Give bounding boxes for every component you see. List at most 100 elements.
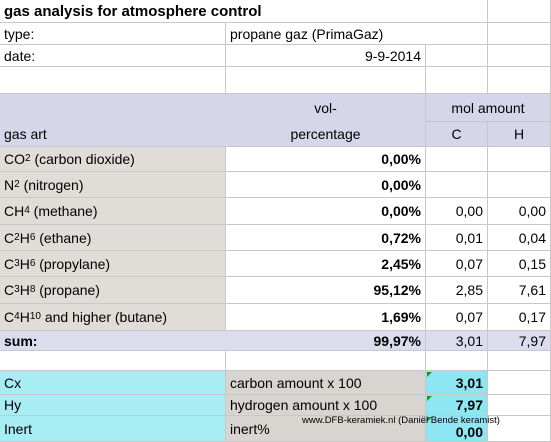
summary-value[interactable]: 3,01 bbox=[426, 371, 488, 395]
cell-empty[interactable] bbox=[426, 0, 488, 23]
gas-mol-c[interactable]: 0,07 bbox=[426, 304, 488, 331]
summary-label[interactable]: Hy bbox=[0, 395, 226, 416]
gas-mol-h[interactable]: 0,17 bbox=[488, 304, 551, 331]
watermark: www.DFB-keramiek.nl (Daniël Bende kerami… bbox=[302, 415, 500, 426]
header-mol-amount[interactable]: mol amount bbox=[426, 94, 551, 122]
gas-name-text: H bbox=[19, 255, 30, 272]
gas-name-text: (methane) bbox=[29, 203, 98, 219]
cell-empty[interactable] bbox=[488, 351, 551, 371]
table-row: C 4 H 10 and higher (butane) 1,69% 0,07 0,17 bbox=[0, 304, 551, 331]
gas-name-text: H bbox=[19, 309, 30, 325]
header-h[interactable]: H bbox=[488, 122, 551, 147]
table-row: CH 4 (methane) 0,00% 0,00 0,00 bbox=[0, 198, 551, 225]
gas-mol-h[interactable]: 0,04 bbox=[488, 225, 551, 251]
type-value[interactable]: propane gaz (PrimaGaz) bbox=[226, 23, 426, 45]
cell-comment-marker-icon bbox=[427, 417, 432, 422]
gas-mol-c[interactable]: 0,00 bbox=[426, 198, 488, 225]
sheet-title[interactable]: gas analysis for atmosphere control bbox=[0, 0, 426, 23]
gas-mol-h[interactable]: 7,61 bbox=[488, 277, 551, 304]
header-vol[interactable]: vol- bbox=[226, 94, 426, 122]
spacer-row bbox=[0, 67, 551, 94]
cell-comment-marker-icon bbox=[427, 372, 432, 377]
cell-empty[interactable] bbox=[0, 351, 226, 371]
cell-empty[interactable] bbox=[488, 67, 551, 94]
cell-empty[interactable] bbox=[426, 23, 488, 45]
header-row-1: vol- mol amount bbox=[0, 94, 551, 122]
type-row: type: propane gaz (PrimaGaz) bbox=[0, 23, 551, 45]
cell-empty[interactable] bbox=[426, 67, 488, 94]
gas-name-text: C bbox=[4, 255, 15, 272]
date-value[interactable]: 9-9-2014 bbox=[226, 45, 426, 67]
summary-label[interactable]: Inert bbox=[0, 416, 226, 442]
cell-empty[interactable] bbox=[226, 67, 426, 94]
date-label[interactable]: date: bbox=[0, 45, 226, 67]
title-row: gas analysis for atmosphere control bbox=[0, 0, 551, 23]
cell-empty[interactable] bbox=[488, 0, 551, 23]
gas-mol-h[interactable] bbox=[488, 147, 551, 172]
sum-c[interactable]: 3,01 bbox=[426, 331, 488, 351]
table-row: CO 2 (carbon dioxide) 0,00% bbox=[0, 147, 551, 172]
gas-name-text: CH bbox=[4, 203, 25, 219]
cell-empty[interactable] bbox=[426, 45, 488, 67]
gas-name-text: (propane) bbox=[35, 282, 100, 298]
gas-mol-c[interactable] bbox=[426, 147, 488, 172]
gas-mol-h[interactable]: 0,15 bbox=[488, 251, 551, 277]
gas-name-cell[interactable]: C 4 H 10 and higher (butane) bbox=[0, 304, 226, 331]
summary-row-cx: Cx carbon amount x 100 3,01 bbox=[0, 371, 551, 395]
cell-empty[interactable] bbox=[0, 67, 226, 94]
summary-desc[interactable]: hydrogen amount x 100 bbox=[226, 395, 426, 416]
summary-desc[interactable]: carbon amount x 100 bbox=[226, 371, 426, 395]
gas-vol-percentage[interactable]: 0,00% bbox=[226, 147, 426, 172]
cell-comment-marker-icon bbox=[427, 396, 432, 401]
gas-name-text: (propylane) bbox=[35, 255, 111, 272]
cell-empty[interactable] bbox=[488, 45, 551, 67]
cell-empty[interactable] bbox=[226, 351, 426, 371]
gas-name-text: H bbox=[19, 282, 30, 298]
header-c[interactable]: C bbox=[426, 122, 488, 147]
gas-mol-c[interactable]: 2,85 bbox=[426, 277, 488, 304]
gas-name-text: (ethane) bbox=[35, 229, 92, 246]
gas-name-text: and higher (butane) bbox=[40, 309, 168, 325]
sum-label[interactable]: sum: bbox=[0, 331, 226, 351]
cell-empty[interactable] bbox=[488, 371, 551, 395]
cell-empty[interactable] bbox=[426, 351, 488, 371]
gas-name-text: C bbox=[4, 229, 15, 246]
cell-empty[interactable] bbox=[488, 395, 551, 416]
gas-vol-percentage[interactable]: 1,69% bbox=[226, 304, 426, 331]
summary-label[interactable]: Cx bbox=[0, 371, 226, 395]
gas-name-text: C bbox=[4, 282, 15, 298]
gas-name-cell[interactable]: CO 2 (carbon dioxide) bbox=[0, 147, 226, 172]
header-percentage[interactable]: percentage bbox=[226, 122, 426, 147]
cell-empty[interactable] bbox=[488, 23, 551, 45]
sum-row: sum: 99,97% 3,01 7,97 bbox=[0, 331, 551, 351]
header-gas-art[interactable]: gas art bbox=[0, 122, 226, 147]
type-label[interactable]: type: bbox=[0, 23, 226, 45]
gas-vol-percentage[interactable]: 95,12% bbox=[226, 277, 426, 304]
summary-desc[interactable]: inert% bbox=[226, 416, 426, 442]
gas-vol-percentage[interactable]: 0,00% bbox=[226, 172, 426, 198]
gas-vol-percentage[interactable]: 0,72% bbox=[226, 225, 426, 251]
gas-name-text: (nitrogen) bbox=[19, 176, 84, 193]
gas-mol-h[interactable] bbox=[488, 172, 551, 198]
gas-mol-c[interactable]: 0,07 bbox=[426, 251, 488, 277]
gas-name-text: H bbox=[19, 229, 30, 246]
gas-mol-h[interactable]: 0,00 bbox=[488, 198, 551, 225]
sum-vol[interactable]: 99,97% bbox=[226, 331, 426, 351]
gas-vol-percentage[interactable]: 0,00% bbox=[226, 198, 426, 225]
gas-name-cell[interactable]: CH 4 (methane) bbox=[0, 198, 226, 225]
sum-h[interactable]: 7,97 bbox=[488, 331, 551, 351]
gas-mol-c[interactable] bbox=[426, 172, 488, 198]
gas-mol-c[interactable]: 0,01 bbox=[426, 225, 488, 251]
gas-vol-percentage[interactable]: 2,45% bbox=[226, 251, 426, 277]
summary-value[interactable]: 7,97 bbox=[426, 395, 488, 416]
header-blank[interactable] bbox=[0, 94, 226, 122]
